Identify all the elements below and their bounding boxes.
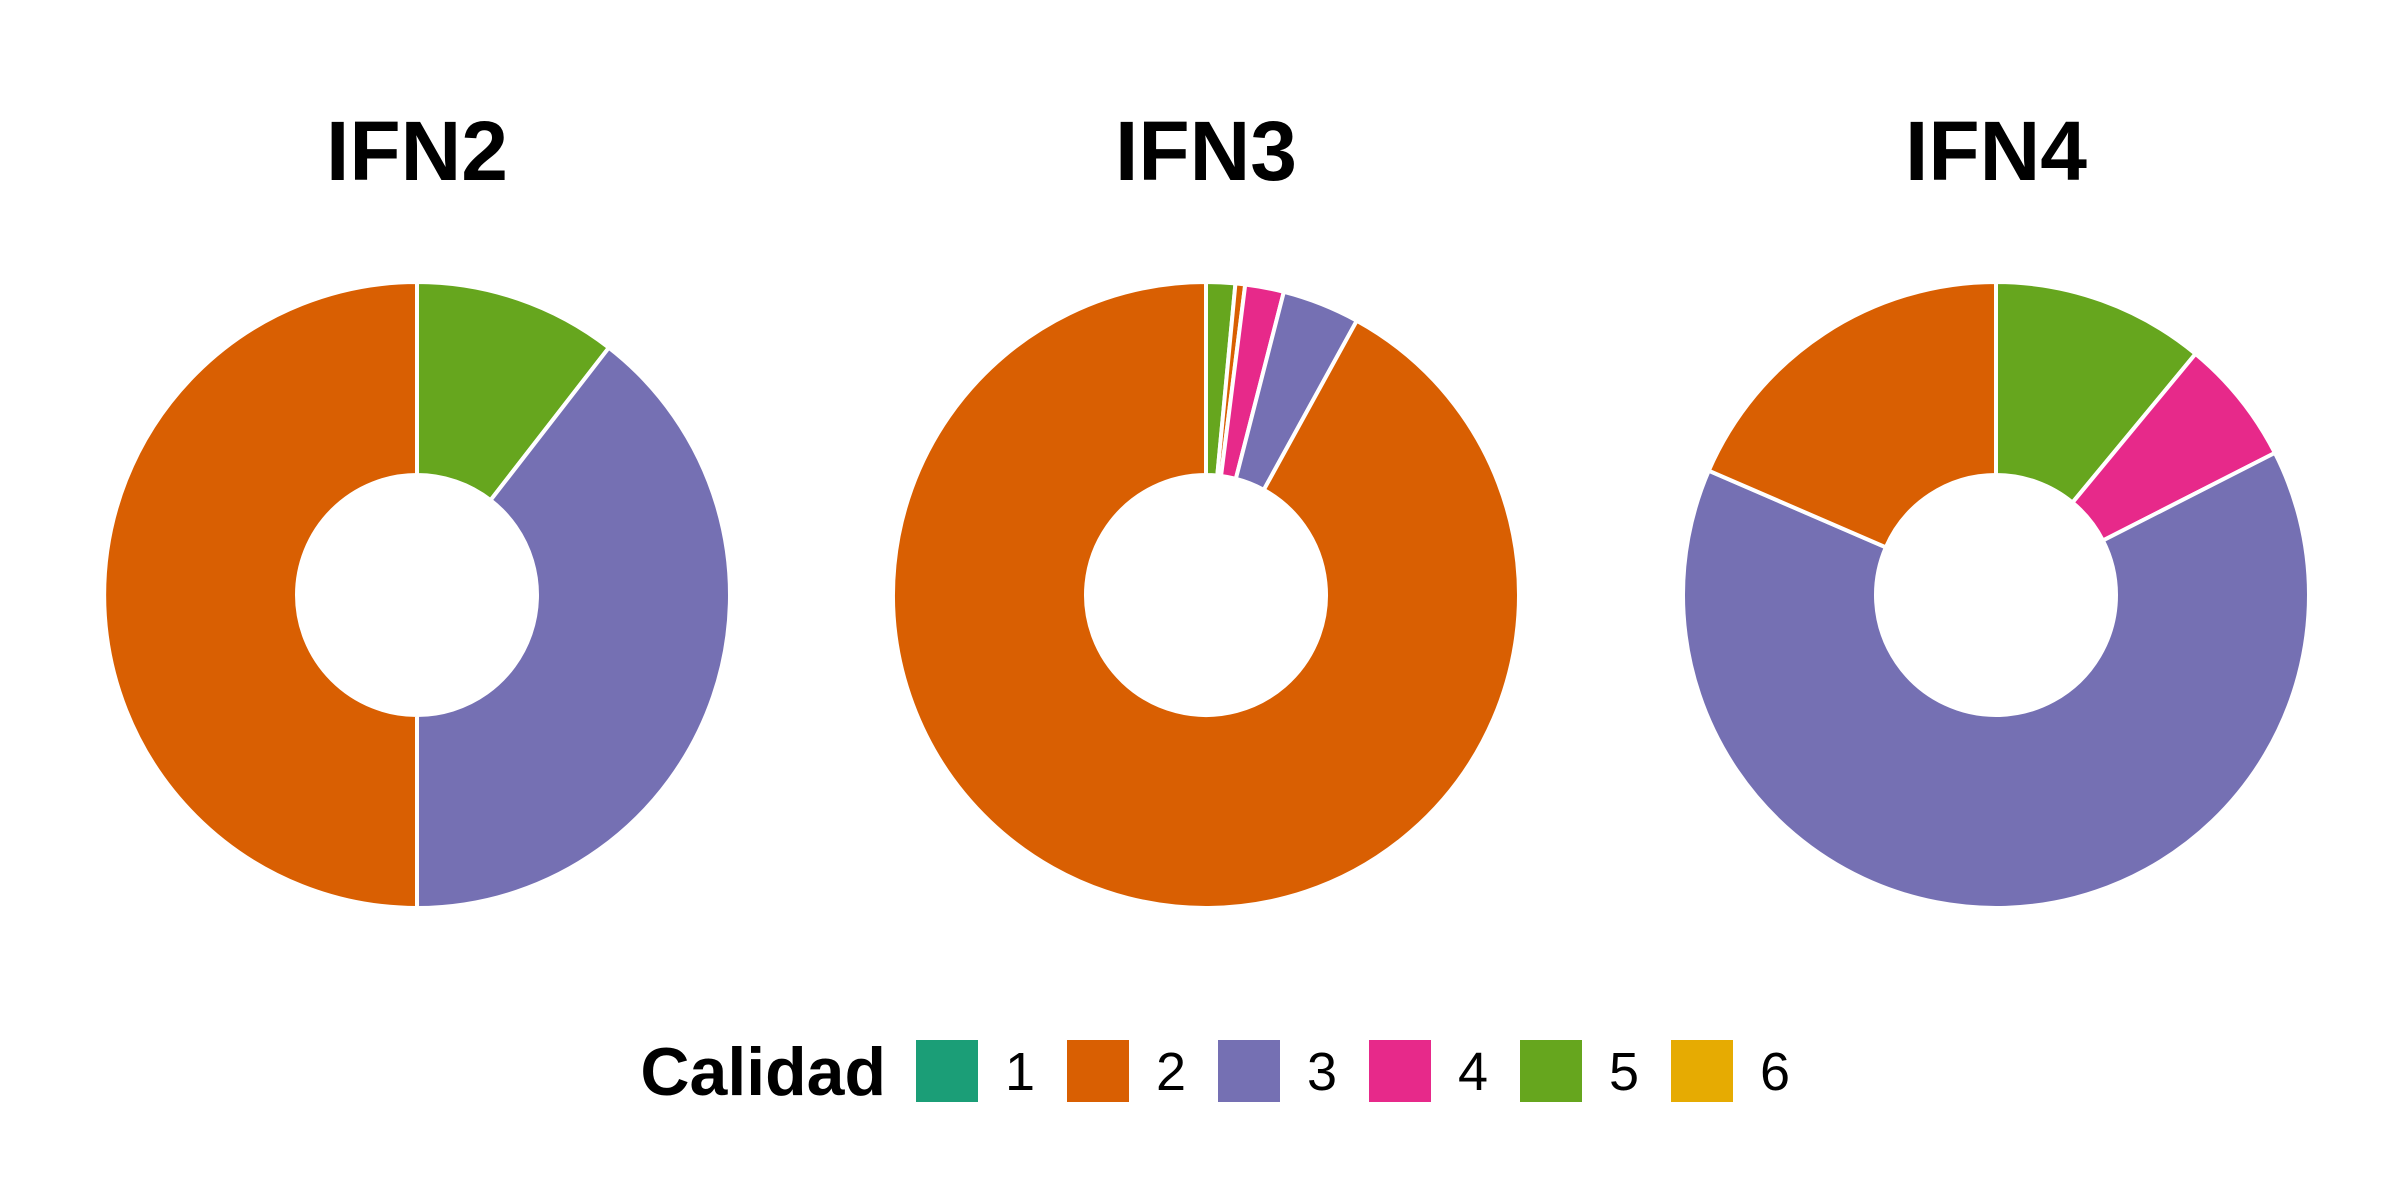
legend-swatch-6 xyxy=(1671,1040,1733,1102)
legend-title: Calidad xyxy=(640,1034,886,1110)
donut-slice-calidad-5 xyxy=(1994,279,2199,506)
legend-label-2: 2 xyxy=(1156,1042,1186,1102)
donut-slice-calidad-5 xyxy=(415,279,612,503)
donut-slice-calidad-3 xyxy=(415,344,732,911)
legend-swatch-4 xyxy=(1369,1040,1431,1102)
donut-panels: IFN2 IFN3 IFN4 xyxy=(102,104,2311,911)
donut-panel-ifn4: IFN4 xyxy=(1681,104,2311,910)
legend-swatch-5 xyxy=(1520,1040,1582,1102)
legend-label-6: 6 xyxy=(1760,1042,1790,1102)
legend-swatch-1 xyxy=(916,1040,978,1102)
legend: Calidad 1 2 3 4 5 6 xyxy=(640,1034,1790,1110)
panel-title: IFN4 xyxy=(1905,104,2087,198)
legend-label-1: 1 xyxy=(1005,1042,1035,1102)
donut-slice-calidad-2 xyxy=(102,279,419,911)
legend-label-5: 5 xyxy=(1609,1042,1639,1102)
donut-slice-calidad-2 xyxy=(1706,279,1998,550)
donut-slice-calidad-3 xyxy=(1681,450,2311,910)
panel-title: IFN3 xyxy=(1115,104,1297,198)
legend-swatch-2 xyxy=(1067,1040,1129,1102)
donut-panel-ifn2: IFN2 xyxy=(102,104,732,911)
legend-swatch-3 xyxy=(1218,1040,1280,1102)
legend-label-4: 4 xyxy=(1458,1042,1488,1102)
legend-label-3: 3 xyxy=(1307,1042,1337,1102)
donut-slice-calidad-2 xyxy=(891,279,1521,910)
donut-panel-ifn3: IFN3 xyxy=(891,104,1521,910)
legend-items: 1 2 3 4 5 6 xyxy=(916,1040,1790,1102)
panel-title: IFN2 xyxy=(326,104,508,198)
